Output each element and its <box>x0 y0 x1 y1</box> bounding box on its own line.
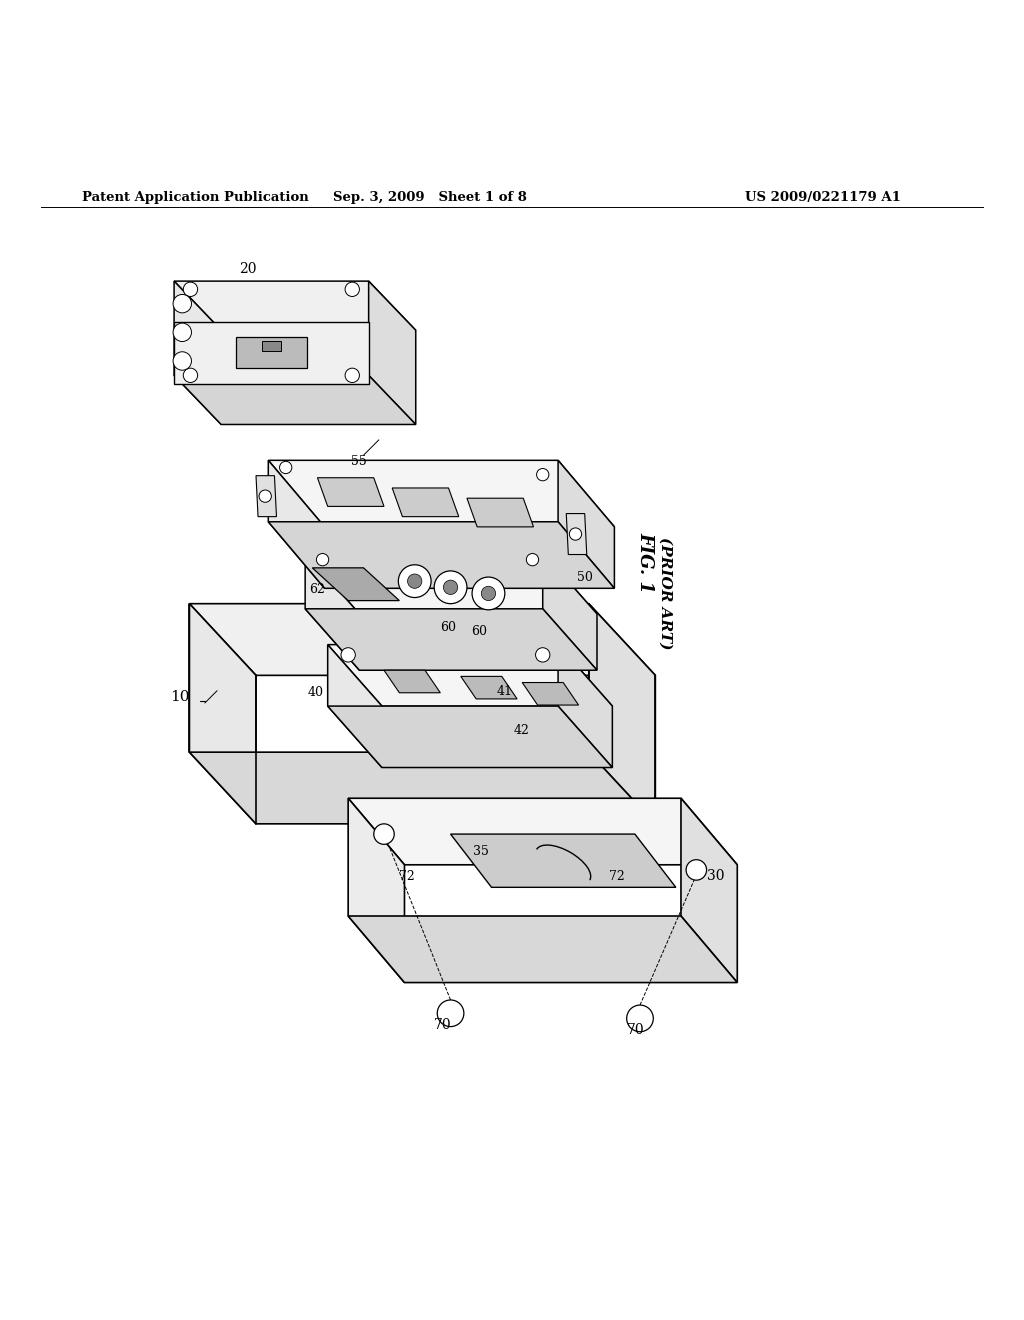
Text: 72: 72 <box>609 870 625 883</box>
Polygon shape <box>328 706 612 767</box>
Polygon shape <box>174 375 416 425</box>
Text: 60: 60 <box>471 626 487 639</box>
Circle shape <box>481 586 496 601</box>
Text: (PRIOR ART): (PRIOR ART) <box>658 537 673 649</box>
Text: FIG. 1: FIG. 1 <box>636 532 654 593</box>
Polygon shape <box>312 568 399 601</box>
Text: 20: 20 <box>239 261 256 276</box>
Circle shape <box>686 859 707 880</box>
Polygon shape <box>328 644 612 706</box>
Polygon shape <box>558 461 614 589</box>
Circle shape <box>183 282 198 297</box>
Polygon shape <box>305 609 597 671</box>
Polygon shape <box>305 553 359 671</box>
Circle shape <box>173 351 191 370</box>
Circle shape <box>472 577 505 610</box>
Polygon shape <box>558 644 612 767</box>
Polygon shape <box>348 799 404 982</box>
Polygon shape <box>174 281 416 330</box>
Polygon shape <box>543 553 597 671</box>
Circle shape <box>569 528 582 540</box>
Polygon shape <box>189 603 655 676</box>
Polygon shape <box>461 676 517 698</box>
Polygon shape <box>589 603 655 824</box>
Circle shape <box>374 824 394 845</box>
Polygon shape <box>348 916 737 982</box>
Polygon shape <box>681 799 737 982</box>
Polygon shape <box>317 478 384 507</box>
Text: 42: 42 <box>514 723 530 737</box>
Circle shape <box>398 565 431 598</box>
Text: 55: 55 <box>351 455 367 469</box>
Polygon shape <box>189 752 655 824</box>
Polygon shape <box>268 521 614 589</box>
Polygon shape <box>566 513 587 554</box>
Circle shape <box>437 1001 464 1027</box>
Circle shape <box>345 282 359 297</box>
Polygon shape <box>305 553 597 614</box>
Text: 72: 72 <box>399 870 415 883</box>
Circle shape <box>627 1005 653 1032</box>
Circle shape <box>443 579 458 594</box>
Text: US 2009/0221179 A1: US 2009/0221179 A1 <box>745 191 901 205</box>
Polygon shape <box>392 488 459 516</box>
Circle shape <box>345 368 359 383</box>
Text: 50: 50 <box>577 572 593 585</box>
Circle shape <box>434 572 467 603</box>
Polygon shape <box>467 498 534 527</box>
Polygon shape <box>348 799 737 865</box>
Polygon shape <box>451 834 676 887</box>
Polygon shape <box>522 682 579 705</box>
Circle shape <box>341 648 355 663</box>
Polygon shape <box>174 322 369 384</box>
Polygon shape <box>236 338 307 368</box>
Circle shape <box>183 368 198 383</box>
Circle shape <box>536 648 550 663</box>
Text: 41: 41 <box>497 685 513 698</box>
Text: 10: 10 <box>170 690 189 704</box>
Polygon shape <box>174 281 221 425</box>
Text: Patent Application Publication: Patent Application Publication <box>82 191 308 205</box>
Polygon shape <box>369 281 416 425</box>
Text: Sep. 3, 2009   Sheet 1 of 8: Sep. 3, 2009 Sheet 1 of 8 <box>333 191 527 205</box>
Text: 70: 70 <box>434 1018 452 1032</box>
Text: 40: 40 <box>307 686 324 698</box>
Polygon shape <box>328 644 382 767</box>
Polygon shape <box>268 461 325 589</box>
Circle shape <box>537 469 549 480</box>
Polygon shape <box>268 461 614 527</box>
Polygon shape <box>262 341 281 351</box>
Polygon shape <box>384 671 440 693</box>
Text: 70: 70 <box>627 1023 644 1036</box>
Circle shape <box>173 323 191 342</box>
Text: 62: 62 <box>309 583 326 597</box>
Polygon shape <box>189 603 256 824</box>
Circle shape <box>316 553 329 566</box>
Polygon shape <box>256 475 276 516</box>
Text: 30: 30 <box>707 869 724 883</box>
Circle shape <box>280 462 292 474</box>
Circle shape <box>259 490 271 503</box>
Circle shape <box>408 574 422 589</box>
Circle shape <box>173 294 191 313</box>
Circle shape <box>526 553 539 566</box>
Text: 60: 60 <box>440 622 457 635</box>
Text: 35: 35 <box>473 845 489 858</box>
